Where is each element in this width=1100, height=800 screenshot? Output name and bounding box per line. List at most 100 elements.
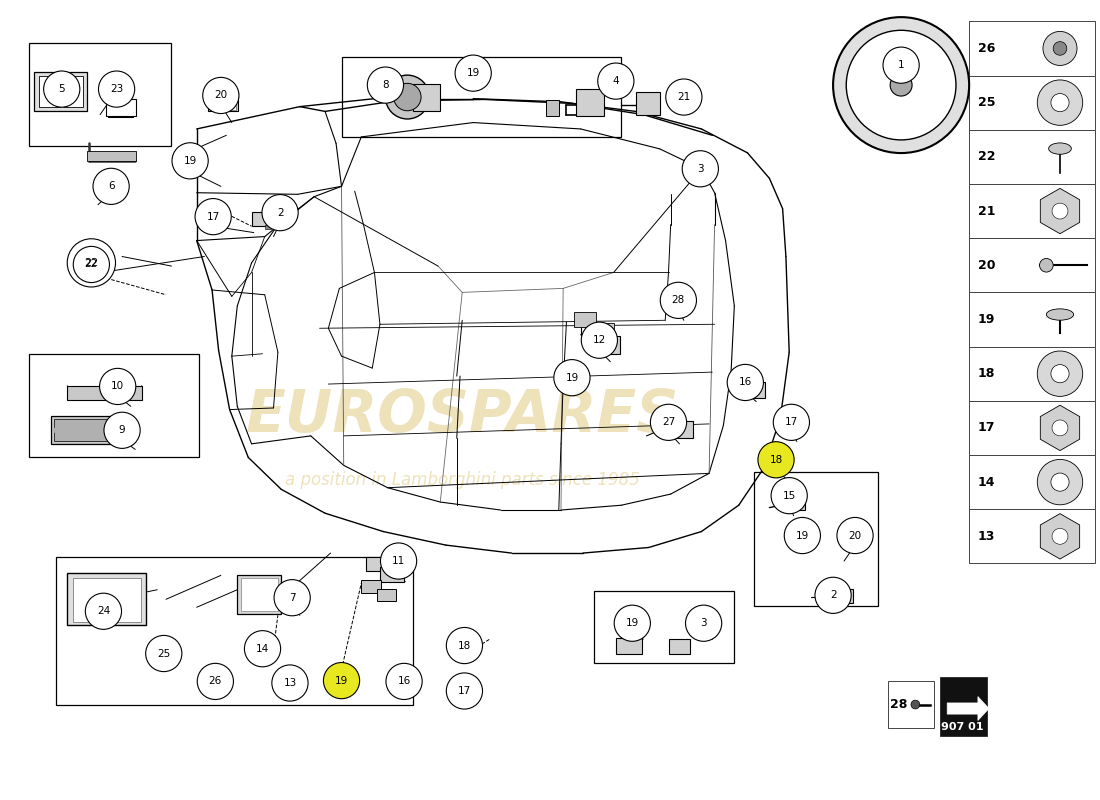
Bar [969,22,1096,75]
Bar [636,92,660,114]
Ellipse shape [244,630,280,667]
Text: 19: 19 [184,156,197,166]
Bar [34,71,87,111]
Bar [106,98,136,116]
Polygon shape [1041,514,1080,559]
Text: 19: 19 [626,618,639,628]
Bar [669,639,691,654]
Ellipse shape [1037,80,1082,126]
Ellipse shape [104,412,140,448]
Text: 7: 7 [289,593,296,602]
Bar [241,578,278,611]
Ellipse shape [911,700,920,709]
Ellipse shape [145,635,182,672]
Ellipse shape [54,427,59,433]
Ellipse shape [447,627,483,664]
Text: a position in Lamborghini parts since 1985: a position in Lamborghini parts since 19… [285,470,640,489]
Bar [208,91,239,111]
Ellipse shape [195,198,231,234]
Bar [67,573,146,625]
Text: 2: 2 [829,590,836,600]
Text: 22: 22 [85,259,98,270]
Text: 19: 19 [978,313,996,326]
Bar [54,419,129,442]
Ellipse shape [660,282,696,318]
Ellipse shape [197,663,233,699]
Ellipse shape [86,593,121,630]
Text: 23: 23 [110,84,123,94]
Ellipse shape [1052,203,1068,219]
Ellipse shape [682,150,718,187]
Bar [969,75,1096,130]
Text: 22: 22 [978,150,996,163]
Bar [29,354,199,458]
Ellipse shape [1050,365,1069,382]
Bar [73,578,141,622]
Text: 14: 14 [256,644,270,654]
Ellipse shape [44,71,80,107]
Text: 3: 3 [701,618,707,628]
Bar [590,336,620,354]
Text: 6: 6 [108,182,114,191]
Text: 20: 20 [978,258,996,272]
Bar [341,57,622,137]
Ellipse shape [553,359,590,396]
Ellipse shape [455,55,492,91]
Ellipse shape [815,578,851,614]
Bar [379,567,404,582]
Bar [376,589,396,601]
Ellipse shape [1052,528,1068,544]
Bar [210,94,236,110]
Text: 25: 25 [978,96,996,109]
Ellipse shape [685,605,722,642]
Bar [969,510,1096,563]
Text: 26: 26 [978,42,996,55]
Bar [594,591,735,663]
Ellipse shape [727,364,763,401]
Ellipse shape [1037,459,1082,505]
Text: 20: 20 [848,530,861,541]
Ellipse shape [1048,143,1071,154]
Text: 12: 12 [593,335,606,346]
Bar [755,472,878,606]
Text: 21: 21 [978,205,996,218]
Bar [969,184,1096,238]
Ellipse shape [581,322,617,358]
Ellipse shape [833,17,969,153]
Ellipse shape [274,580,310,616]
Text: 18: 18 [769,454,783,465]
Text: 19: 19 [565,373,579,382]
Text: 17: 17 [207,212,220,222]
Ellipse shape [99,71,134,107]
Bar [969,130,1096,184]
Text: 18: 18 [458,641,471,650]
Ellipse shape [1050,473,1069,491]
Ellipse shape [784,518,821,554]
Text: 11: 11 [392,556,405,566]
Ellipse shape [1053,42,1067,55]
Ellipse shape [367,67,404,103]
Text: 10: 10 [111,382,124,391]
Bar [29,43,172,146]
Bar [739,382,766,398]
Ellipse shape [666,79,702,115]
Text: 26: 26 [209,677,222,686]
Bar [365,557,389,571]
Bar [252,212,279,226]
Ellipse shape [323,662,360,698]
Ellipse shape [771,478,807,514]
Bar [969,292,1096,346]
Ellipse shape [128,427,133,433]
Ellipse shape [1052,420,1068,436]
Bar [67,386,142,400]
Text: 907 01: 907 01 [942,722,983,733]
Ellipse shape [780,405,802,427]
Bar [412,83,440,111]
Bar [616,638,642,654]
Ellipse shape [773,404,810,441]
Ellipse shape [385,75,429,119]
Text: 8: 8 [382,80,388,90]
Text: 2: 2 [277,208,284,218]
Polygon shape [947,697,989,721]
Bar [969,238,1096,292]
